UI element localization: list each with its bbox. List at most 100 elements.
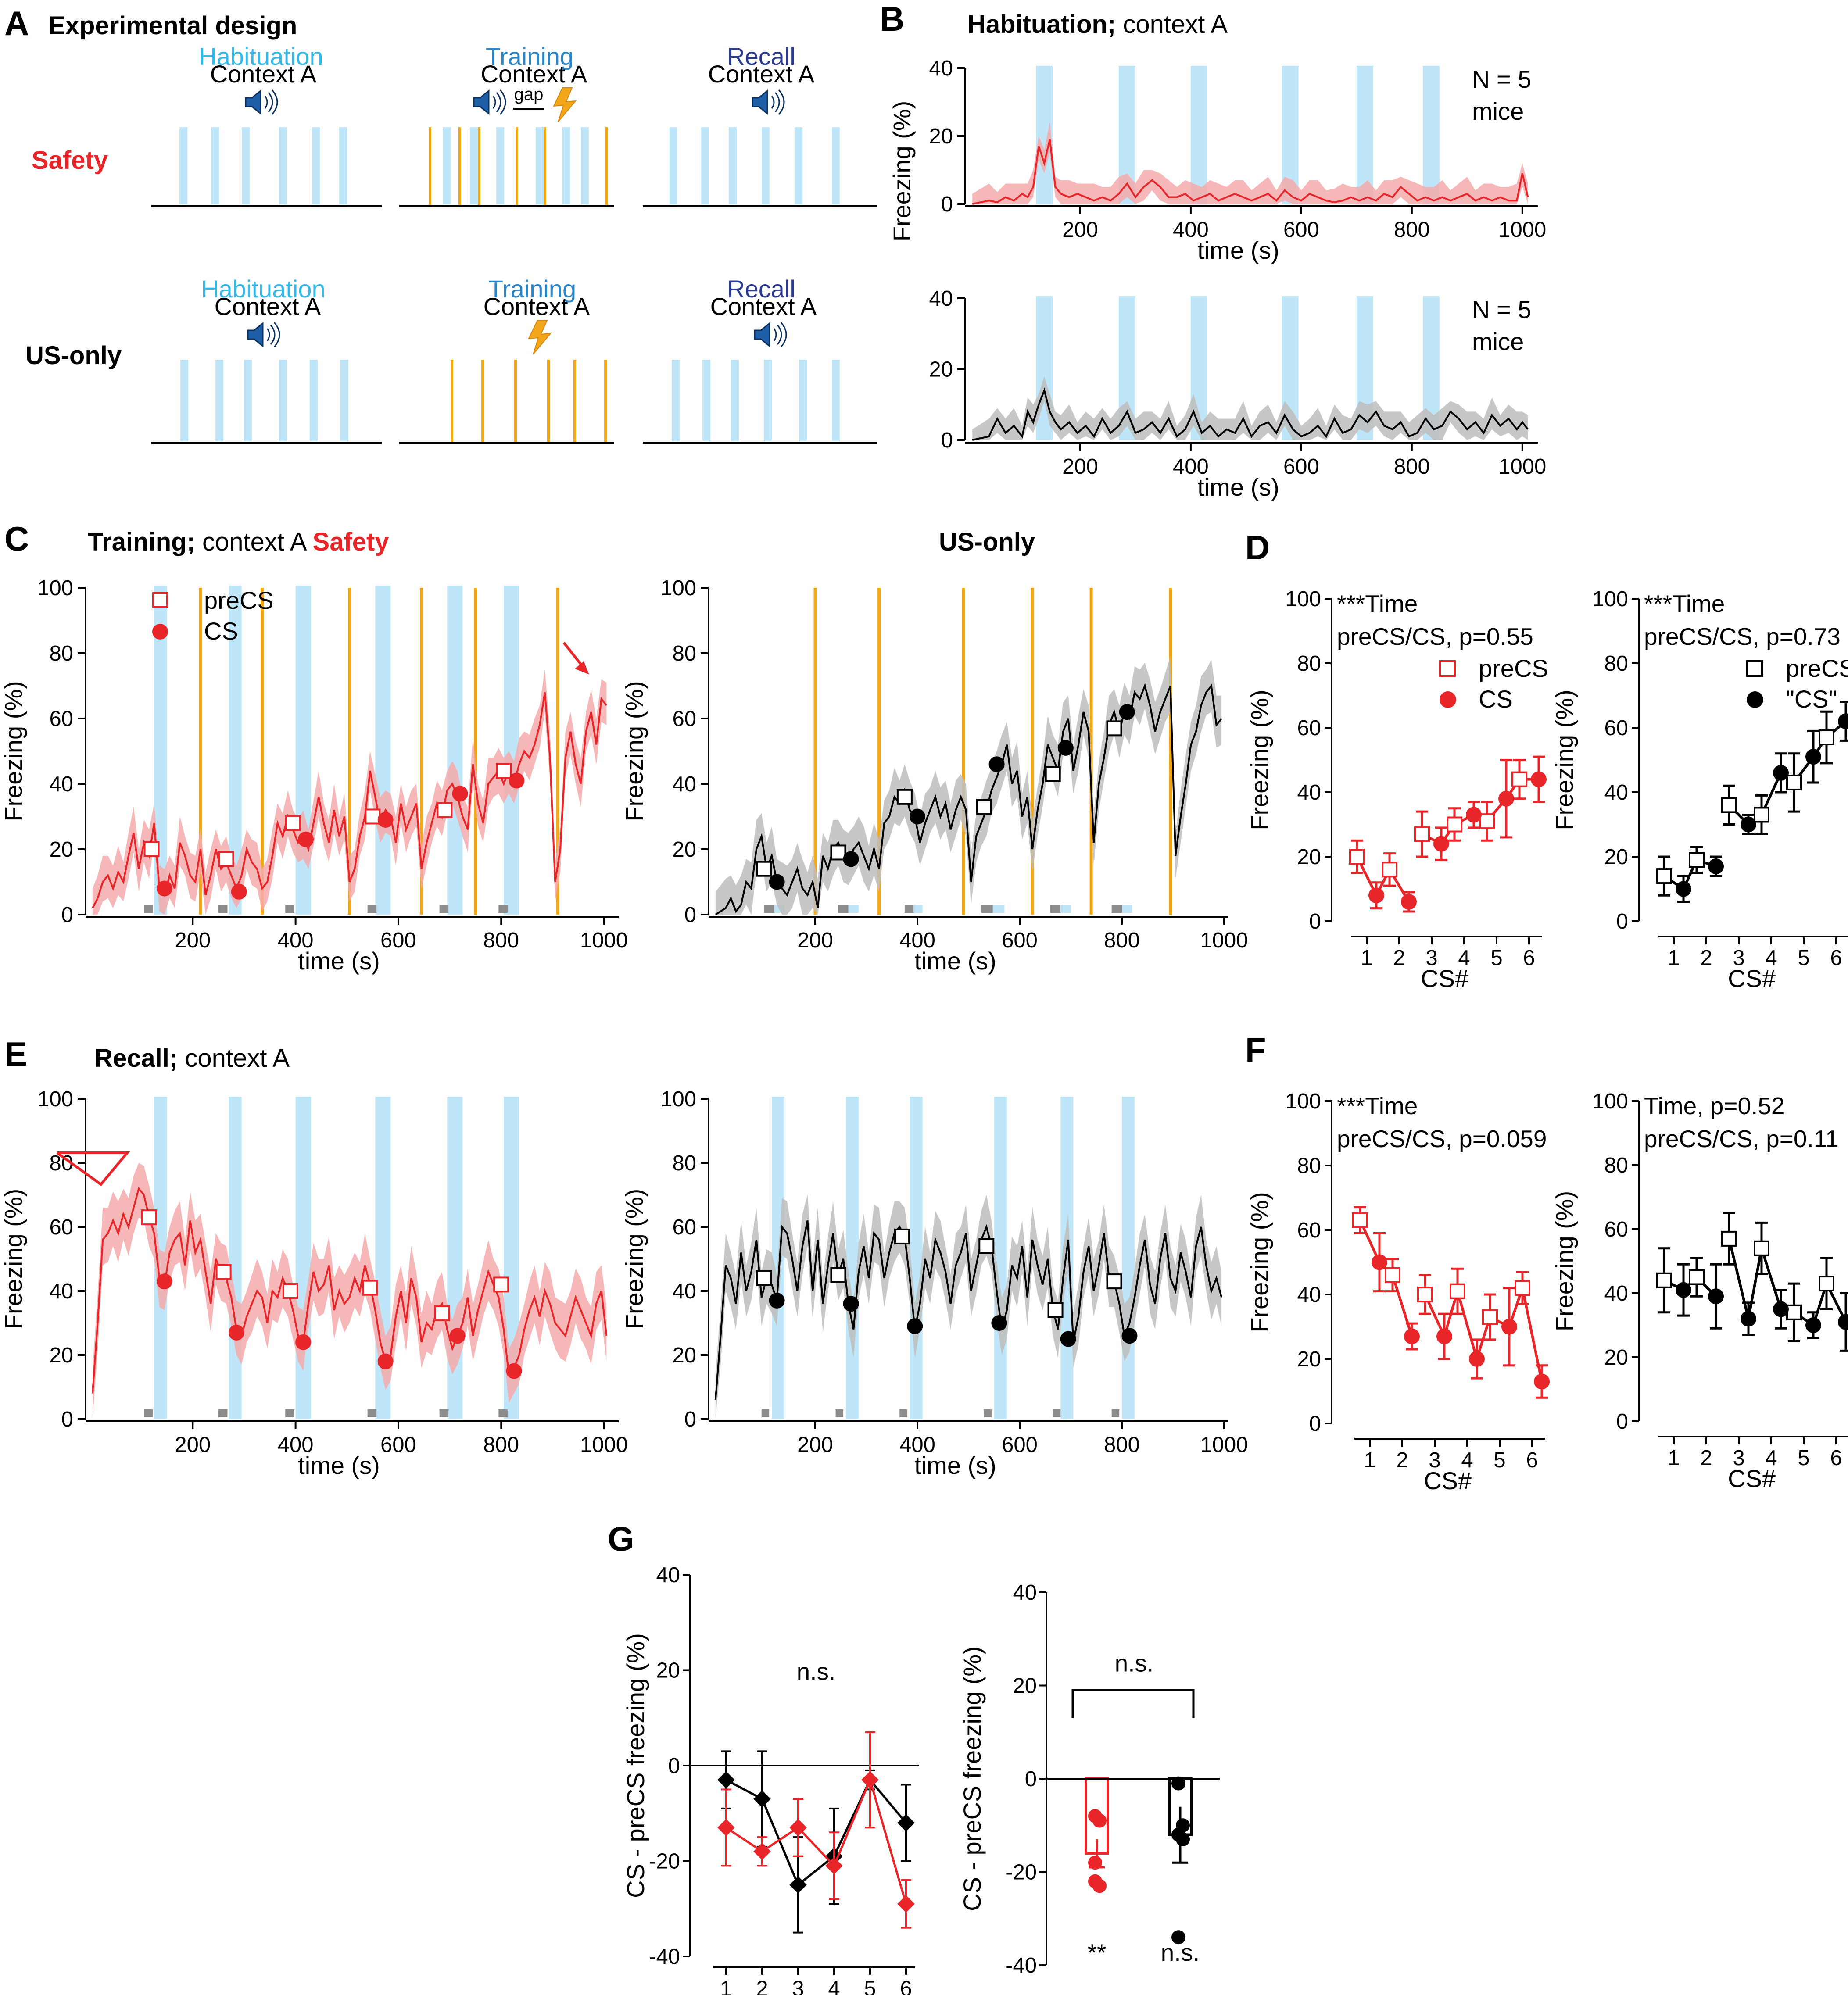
y-axis-label: Freezing (%) bbox=[888, 101, 916, 242]
y-tick-label: 40 bbox=[49, 772, 73, 796]
x-tick-label: 200 bbox=[1062, 218, 1098, 242]
diamond-marker bbox=[753, 1842, 771, 1860]
precs-window-marker bbox=[367, 905, 377, 913]
data-point bbox=[1088, 1874, 1102, 1888]
precs-marker bbox=[282, 1283, 298, 1299]
cs-marker bbox=[377, 1353, 394, 1369]
y-tick-label: 100 bbox=[1592, 587, 1628, 611]
cs-marker bbox=[1708, 1288, 1724, 1305]
lightning-icon bbox=[553, 87, 577, 122]
x-tick-label: 5 bbox=[864, 1977, 876, 1995]
precs-window-marker bbox=[1111, 1409, 1120, 1417]
cs-marker bbox=[1676, 881, 1691, 897]
cs-marker bbox=[156, 880, 172, 897]
y-tick-label: -40 bbox=[649, 1945, 680, 1969]
y-tick-label: 80 bbox=[1604, 652, 1628, 676]
cs-marker bbox=[1372, 1254, 1387, 1270]
x-axis-label: CS# bbox=[1728, 965, 1776, 992]
x-tick-label: 1000 bbox=[1498, 218, 1546, 242]
phase-header-recall-usonly: Recall Context A bbox=[710, 275, 817, 320]
cs-window-bar bbox=[1122, 1097, 1135, 1419]
phase-name: Habituation bbox=[199, 43, 323, 70]
x-tick-label: 400 bbox=[899, 1433, 935, 1457]
x-tick-label: 600 bbox=[1283, 218, 1319, 242]
sem-band bbox=[972, 122, 1528, 204]
precs-marker bbox=[1515, 1280, 1530, 1296]
precs-window-marker bbox=[218, 905, 228, 913]
connect-line bbox=[1663, 858, 1716, 891]
cs-marker bbox=[910, 808, 925, 825]
x-tick-label: 3 bbox=[792, 1977, 804, 1995]
y-tick-label: 100 bbox=[37, 1087, 73, 1111]
y-tick-label: 100 bbox=[1592, 1090, 1628, 1113]
cs-block bbox=[244, 360, 252, 441]
x-tick-label: 800 bbox=[483, 1433, 519, 1457]
x-tick-label: 5 bbox=[1798, 1446, 1809, 1470]
y-tick-label: 80 bbox=[1297, 1154, 1321, 1178]
x-tick-label: 800 bbox=[1104, 929, 1140, 952]
cs-marker bbox=[1838, 713, 1848, 729]
diamond-marker bbox=[825, 1857, 843, 1875]
precs-marker bbox=[215, 1264, 232, 1280]
y-axis-label: Freezing (%) bbox=[1246, 690, 1273, 830]
x-tick-label: 6 bbox=[1523, 946, 1535, 970]
x-axis-label: CS# bbox=[1424, 1467, 1472, 1494]
x-tick-label: 1000 bbox=[1200, 1433, 1248, 1457]
y-tick-label: 100 bbox=[37, 576, 73, 600]
precs-marker bbox=[1754, 807, 1769, 823]
row-label-safety: Safety bbox=[32, 146, 108, 175]
stat-text: preCS/CS, p=0.55 bbox=[1337, 623, 1533, 650]
cs-window-bar bbox=[375, 586, 391, 915]
x-tick-label: 2 bbox=[1393, 946, 1405, 970]
cs-block bbox=[701, 127, 709, 204]
phase-context: Context A bbox=[210, 60, 317, 88]
cs-block bbox=[443, 127, 451, 204]
cs-block bbox=[339, 127, 347, 204]
diamond-marker bbox=[789, 1819, 807, 1837]
chart-b-top: 0 20 40 200 400 600 800 1000 time (s) Freezing (%… bbox=[888, 57, 1546, 264]
y-axis-label: Freezing (%) bbox=[1551, 690, 1578, 830]
y-axis-label: Freezing (%) bbox=[1246, 1192, 1273, 1333]
gap-label: gap bbox=[514, 85, 544, 104]
precs-marker bbox=[830, 1267, 846, 1283]
y-tick-label: 60 bbox=[1604, 1218, 1628, 1241]
x-tick-label: 200 bbox=[797, 929, 833, 952]
x-tick-label: 600 bbox=[1283, 455, 1319, 479]
cs-marker bbox=[1060, 1331, 1076, 1347]
speaker-icon bbox=[473, 89, 506, 115]
y-tick-label: 80 bbox=[1297, 652, 1321, 676]
precs-marker bbox=[437, 802, 453, 818]
cs-block bbox=[795, 127, 802, 204]
y-tick-label: 40 bbox=[1604, 781, 1628, 804]
x-tick-label: 800 bbox=[483, 929, 519, 952]
phase-context: Context A bbox=[708, 60, 815, 88]
y-tick-label: 60 bbox=[49, 1216, 73, 1239]
x-tick-label: 2 bbox=[1700, 1446, 1712, 1470]
cs-block bbox=[179, 127, 187, 204]
phase-name: Training bbox=[488, 275, 576, 303]
cs-marker bbox=[1676, 1282, 1691, 1298]
series-line bbox=[725, 1778, 907, 1887]
x-tick-label: 6 bbox=[1830, 946, 1842, 970]
n-annotation: N = 5 bbox=[1472, 65, 1531, 93]
legend-precs-marker bbox=[152, 592, 168, 608]
precs-window-marker bbox=[439, 905, 449, 913]
x-tick-label: 1 bbox=[1364, 1448, 1375, 1472]
cs-window-marker bbox=[913, 905, 923, 913]
cs-block bbox=[832, 360, 840, 441]
cs-marker bbox=[907, 1318, 923, 1334]
precs-marker bbox=[894, 1228, 910, 1244]
cs-marker bbox=[1773, 765, 1789, 781]
significance-label: n.s. bbox=[1161, 1939, 1200, 1966]
cs-block bbox=[762, 127, 770, 204]
cs-block bbox=[702, 360, 710, 441]
sem-band bbox=[715, 656, 1222, 915]
precs-marker bbox=[143, 841, 160, 857]
precs-marker bbox=[1819, 1276, 1834, 1292]
diamond-marker bbox=[897, 1895, 915, 1913]
x-tick-label: 3 bbox=[1733, 1446, 1744, 1470]
x-tick-label: 2 bbox=[1396, 1448, 1408, 1472]
y-tick-label: 60 bbox=[1297, 1219, 1321, 1242]
